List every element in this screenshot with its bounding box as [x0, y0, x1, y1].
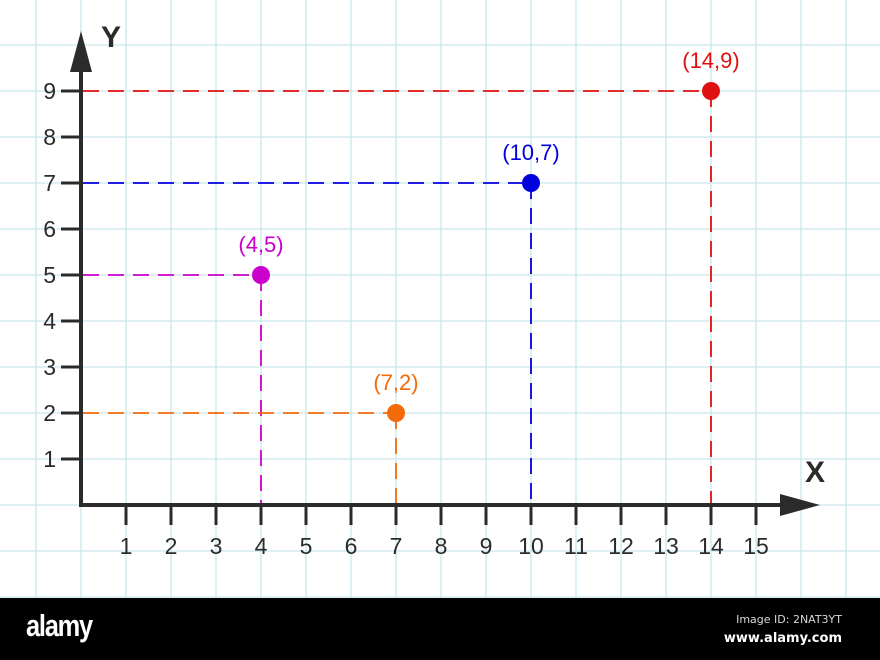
- x-tick-label: 4: [255, 533, 268, 559]
- x-tick-label: 3: [210, 533, 223, 559]
- data-point: [702, 82, 720, 100]
- coordinate-plot: Y X 1 2 3 4 5 6 7 8 9 10 11 12 13 14 15 1 2 3 4 5 6 7 8 9 (4,5)…: [0, 0, 880, 598]
- data-points: (4,5) (7,2) (10,7) (14,9): [238, 48, 740, 422]
- x-axis-label: X: [805, 456, 825, 489]
- point-label: (4,5): [238, 232, 283, 257]
- point-label: (14,9): [682, 48, 739, 73]
- x-tick-label: 9: [480, 533, 493, 559]
- projection-lines: [83, 90, 712, 503]
- x-tick-label: 14: [698, 533, 724, 559]
- x-tick-label: 13: [653, 533, 679, 559]
- x-tick-label: 10: [518, 533, 544, 559]
- x-tick-label: 12: [608, 533, 634, 559]
- y-tick-label: 2: [43, 400, 56, 426]
- y-axis-arrow-icon: [70, 31, 92, 72]
- x-tick-label: 11: [564, 533, 588, 559]
- x-tick-label: 5: [300, 533, 313, 559]
- y-tick-label: 3: [43, 354, 56, 380]
- data-point: [387, 404, 405, 422]
- point-label: (7,2): [373, 370, 418, 395]
- x-tick-label: 1: [120, 533, 133, 559]
- x-tick-label: 2: [165, 533, 178, 559]
- image-id: Image ID: 2NAT3YT: [736, 613, 842, 626]
- x-tick-label: 8: [435, 533, 448, 559]
- y-tick-label: 1: [43, 446, 56, 472]
- x-axis-arrow-icon: [780, 494, 820, 516]
- data-point: [522, 174, 540, 192]
- y-tick-label: 9: [43, 78, 56, 104]
- point-label: (10,7): [502, 140, 559, 165]
- y-tick-label: 7: [43, 170, 56, 196]
- data-point: [252, 266, 270, 284]
- x-tick-label: 7: [390, 533, 403, 559]
- y-tick-label: 8: [43, 124, 56, 150]
- x-tick-label: 15: [743, 533, 769, 559]
- brand-logo: alamy: [26, 608, 93, 643]
- site-url: www.alamy.com: [723, 631, 842, 646]
- watermark-footer: alamy Image ID: 2NAT3YT www.alamy.com: [0, 598, 880, 660]
- y-tick-label: 6: [43, 216, 56, 242]
- y-axis-label: Y: [101, 21, 121, 54]
- x-tick-label: 6: [345, 533, 358, 559]
- y-tick-label: 4: [43, 308, 56, 334]
- y-tick-label: 5: [43, 262, 56, 288]
